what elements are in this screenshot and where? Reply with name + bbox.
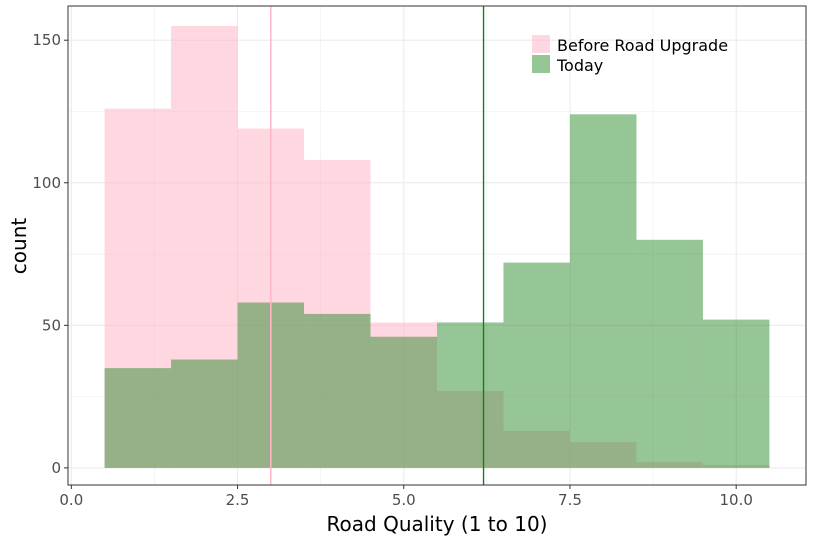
x-tick-label: 10.0: [719, 491, 752, 509]
histogram-bar-today: [702, 319, 770, 468]
mean-lines-layer: [270, 6, 485, 485]
y-tick-label: 0: [51, 459, 61, 477]
histogram-bar-today: [370, 336, 437, 468]
axis-layer: 0.0 2.5 5.0 7.5 10.0 0 50 100 150: [32, 31, 753, 509]
legend-key-today: [532, 55, 550, 73]
legend-label-before-road-upgrade: Before Road Upgrade: [557, 36, 728, 55]
y-tick-label: 150: [32, 31, 61, 49]
histogram-bar-today: [636, 239, 703, 468]
legend: Before Road Upgrade Today: [532, 35, 728, 75]
x-tick-label: 5.0: [392, 491, 416, 509]
histogram-bar-today: [304, 313, 371, 468]
legend-label-today: Today: [556, 56, 603, 75]
x-tick-label: 2.5: [226, 491, 250, 509]
bars-layer: [104, 25, 770, 468]
histogram-bar-today: [171, 359, 238, 468]
histogram-bar-today: [437, 322, 504, 468]
histogram-bar-today: [104, 368, 172, 468]
histogram-bar-today: [569, 114, 637, 468]
x-tick-label: 0.0: [59, 491, 83, 509]
histogram-bar-today: [503, 262, 570, 468]
y-axis-title: count: [7, 218, 31, 275]
plot-panel-border: [67, 5, 807, 486]
y-tick-label: 50: [42, 316, 61, 334]
legend-key-before-road-upgrade: [532, 35, 550, 53]
x-axis-title: Road Quality (1 to 10): [327, 512, 548, 536]
x-tick-label: 7.5: [558, 491, 582, 509]
y-tick-label: 100: [32, 174, 61, 192]
